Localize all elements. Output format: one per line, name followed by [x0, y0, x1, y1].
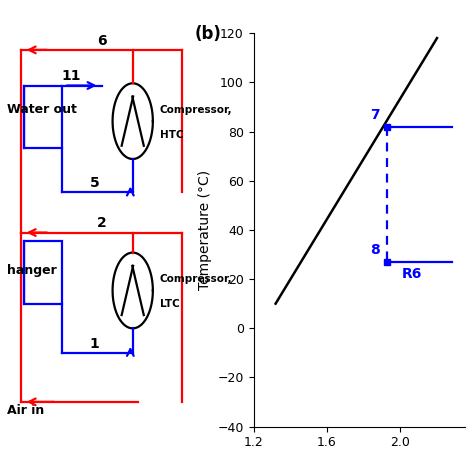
- Text: LTC: LTC: [160, 299, 180, 309]
- Bar: [24, 241, 62, 304]
- Text: 5: 5: [90, 176, 100, 190]
- Text: 2: 2: [97, 216, 107, 230]
- Text: 8: 8: [370, 243, 380, 257]
- Text: 1: 1: [90, 337, 100, 351]
- Text: Compressor,: Compressor,: [160, 105, 233, 115]
- Text: 7: 7: [371, 108, 380, 122]
- Text: 6: 6: [97, 34, 107, 48]
- Text: (b): (b): [194, 25, 221, 43]
- Text: HTC: HTC: [160, 129, 183, 139]
- Bar: [24, 85, 62, 148]
- Y-axis label: Temperature (°C): Temperature (°C): [198, 170, 212, 290]
- Text: 11: 11: [61, 69, 81, 83]
- Text: Compressor,: Compressor,: [160, 274, 233, 284]
- Text: Air in: Air in: [7, 404, 45, 417]
- Text: hanger: hanger: [7, 264, 57, 277]
- Text: Water out: Water out: [7, 103, 77, 116]
- Text: R6: R6: [402, 267, 422, 281]
